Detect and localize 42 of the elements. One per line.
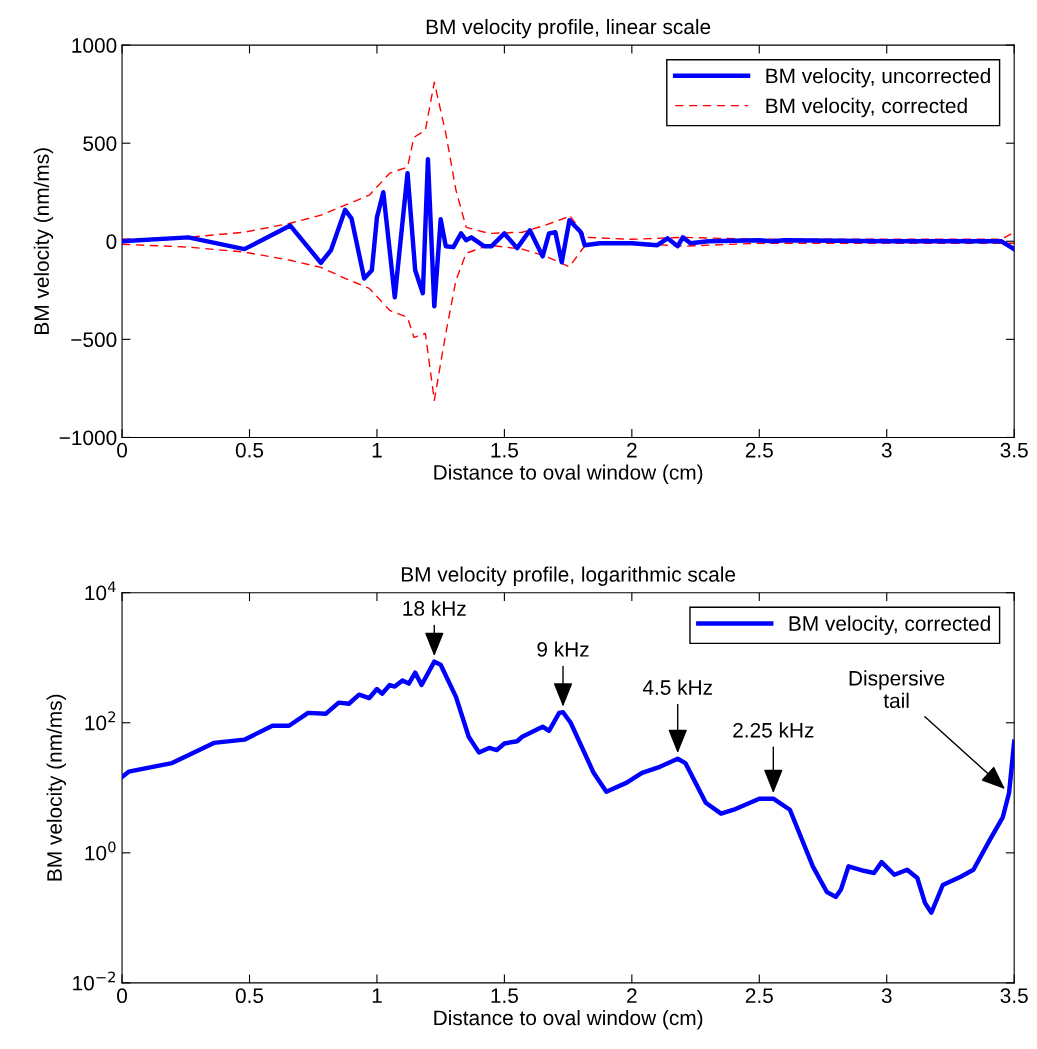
- x-tick-label: 1: [372, 988, 382, 1003]
- line-series: [122, 659, 1015, 915]
- y-tick-label: −500: [71, 332, 117, 348]
- legend-label: BM velocity, uncorrected: [766, 68, 990, 88]
- x-tick-label: 3.5: [1000, 442, 1028, 458]
- y-tick-label: 10$^{2}$: [85, 711, 116, 731]
- y-tick-label: 0: [106, 234, 117, 250]
- annotation: Dispersive tail: [849, 670, 945, 709]
- x-tick-label: 3.5: [1000, 988, 1028, 1004]
- annotation: 18 kHz: [403, 600, 466, 616]
- x-tick-label: 2.5: [745, 442, 773, 458]
- x-tick-label: 1.5: [491, 988, 519, 1004]
- x-tick-label: 3: [881, 442, 892, 458]
- y-tick-label: −1000: [59, 430, 117, 446]
- y-axis-title: BM velocity (nm/ms): [46, 694, 67, 881]
- x-tick-label: 2.5: [745, 988, 773, 1004]
- y-tick-label: 10$^{−2}$: [73, 971, 115, 991]
- line-series: [122, 242, 1015, 402]
- legend-label: BM velocity, corrected: [766, 97, 967, 118]
- chart-title: BM velocity profile, logarithmic scale: [401, 566, 736, 586]
- y-tick-label: 500: [83, 136, 117, 151]
- line-series: [122, 157, 1015, 309]
- x-axis-title: Distance to oval window (cm): [434, 1009, 703, 1030]
- annotation: 2.25 kHz: [733, 722, 814, 738]
- chart-title: BM velocity profile, linear scale: [426, 18, 711, 39]
- y-axis-title: BM velocity (nm/ms): [33, 148, 54, 334]
- x-tick-label: 3: [881, 988, 892, 1004]
- legend-label: BM velocity, corrected: [789, 615, 990, 636]
- y-tick-label: 1000: [72, 38, 117, 53]
- x-axis-title: Distance to oval window (cm): [434, 464, 703, 484]
- x-tick-label: 1: [372, 443, 382, 458]
- x-tick-label: 2: [627, 442, 637, 458]
- y-tick-label: 10$^{0}$: [85, 841, 116, 861]
- x-tick-label: 0.5: [235, 442, 264, 458]
- x-tick-label: 0.5: [235, 988, 264, 1004]
- x-tick-label: 0: [117, 442, 128, 458]
- x-tick-label: 0: [117, 988, 128, 1004]
- annotation: 4.5 kHz: [642, 679, 712, 695]
- x-tick-label: 1.5: [491, 443, 519, 458]
- y-tick-label: 10$^{4}$: [85, 581, 116, 601]
- annotation: 9 kHz: [537, 641, 589, 657]
- x-tick-label: 2: [627, 988, 637, 1003]
